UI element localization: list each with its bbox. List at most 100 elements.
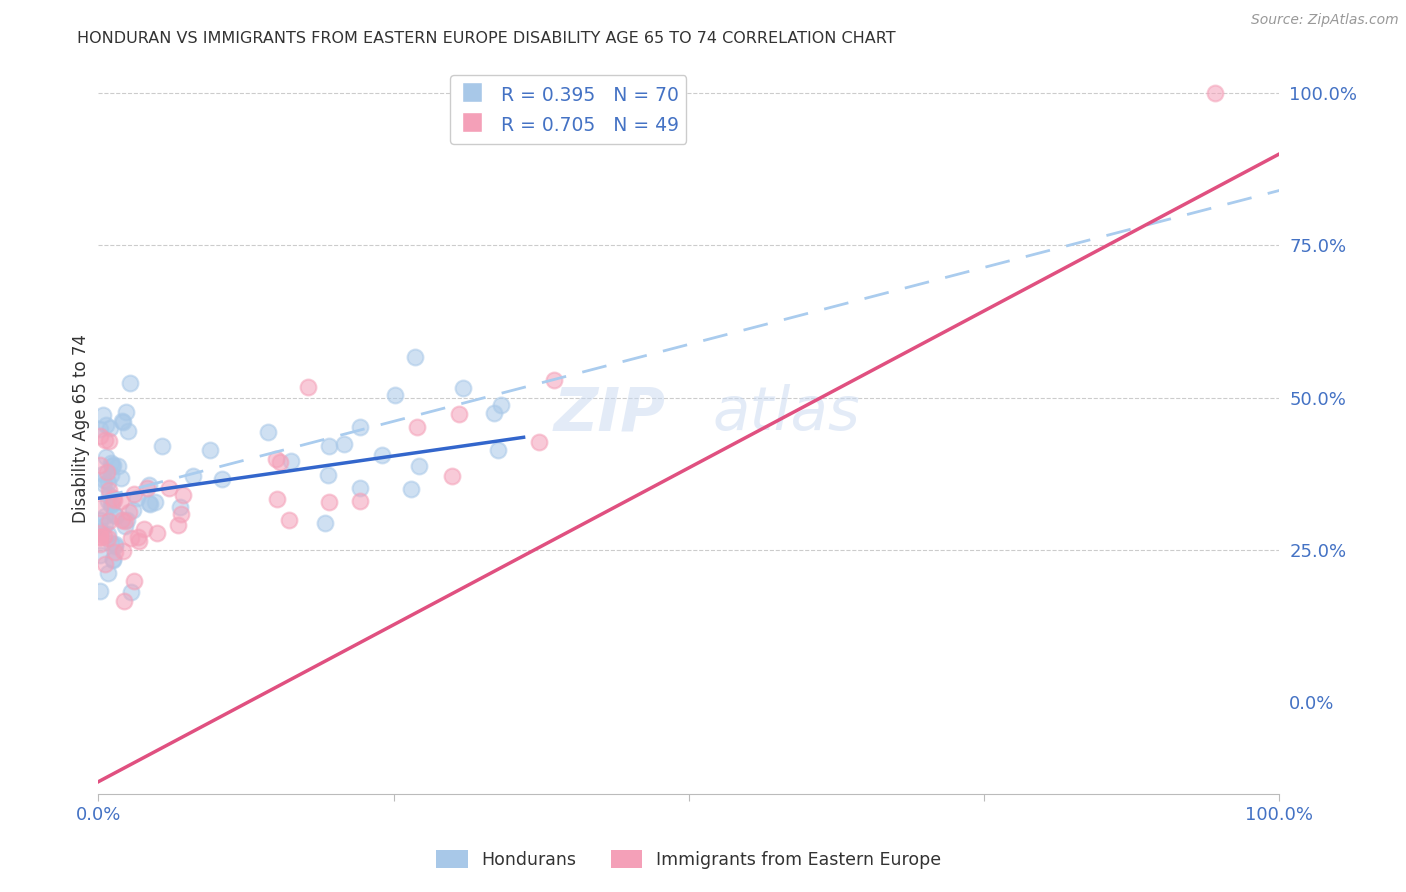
- Point: [122, 574, 145, 588]
- Point: [114, 519, 136, 533]
- Point: [97, 494, 120, 508]
- Point: [122, 487, 145, 501]
- Point: [138, 497, 160, 511]
- Point: [97, 483, 120, 498]
- Point: [120, 531, 142, 545]
- Point: [115, 513, 138, 527]
- Point: [111, 415, 134, 429]
- Point: [94, 557, 117, 571]
- Point: [110, 494, 132, 508]
- Point: [183, 468, 205, 483]
- Point: [527, 435, 550, 450]
- Point: [138, 478, 160, 492]
- Text: HONDURAN VS IMMIGRANTS FROM EASTERN EUROPE DISABILITY AGE 65 TO 74 CORRELATION C: HONDURAN VS IMMIGRANTS FROM EASTERN EURO…: [77, 31, 896, 46]
- Point: [266, 491, 288, 506]
- Point: [111, 544, 134, 558]
- Point: [128, 533, 150, 548]
- Point: [91, 408, 114, 422]
- Point: [89, 500, 111, 515]
- Point: [89, 422, 111, 436]
- Point: [543, 373, 565, 387]
- Point: [371, 448, 394, 462]
- Point: [89, 458, 111, 472]
- Point: [101, 552, 124, 566]
- Point: [269, 455, 291, 469]
- Point: [349, 481, 371, 495]
- Point: [97, 475, 120, 489]
- Point: [89, 584, 111, 599]
- Point: [349, 494, 371, 508]
- Point: [110, 471, 132, 485]
- Point: [114, 404, 136, 418]
- Point: [104, 539, 127, 553]
- Point: [90, 524, 112, 539]
- Point: [405, 419, 427, 434]
- Point: [349, 419, 371, 434]
- Point: [111, 414, 134, 428]
- Point: [118, 376, 141, 390]
- Point: [96, 531, 118, 545]
- Point: [257, 425, 280, 440]
- Point: [138, 496, 160, 510]
- Point: [105, 509, 128, 524]
- Point: [97, 488, 120, 502]
- Point: [89, 429, 111, 443]
- Point: [143, 494, 166, 508]
- Point: [167, 517, 190, 532]
- Point: [104, 537, 127, 551]
- Point: [89, 548, 111, 562]
- Point: [117, 425, 139, 439]
- Point: [484, 406, 506, 420]
- Point: [100, 456, 122, 470]
- Point: [104, 545, 127, 559]
- Point: [170, 507, 193, 521]
- Point: [404, 350, 426, 364]
- Point: [97, 527, 120, 541]
- Text: atlas: atlas: [713, 384, 860, 443]
- Point: [101, 458, 124, 473]
- Point: [384, 388, 406, 402]
- Point: [94, 417, 117, 432]
- Point: [96, 465, 118, 479]
- Point: [111, 514, 134, 528]
- Point: [211, 472, 233, 486]
- Point: [146, 525, 169, 540]
- Point: [136, 481, 159, 495]
- Point: [97, 514, 120, 528]
- Point: [101, 458, 124, 473]
- Point: [107, 458, 129, 473]
- Point: [89, 530, 111, 544]
- Point: [127, 491, 149, 505]
- Point: [91, 467, 114, 481]
- Point: [89, 537, 111, 551]
- Point: [112, 594, 135, 608]
- Text: Source: ZipAtlas.com: Source: ZipAtlas.com: [1251, 13, 1399, 28]
- Point: [114, 514, 136, 528]
- Point: [489, 398, 512, 412]
- Point: [101, 496, 124, 510]
- Point: [1204, 86, 1226, 100]
- Point: [441, 469, 464, 483]
- Point: [447, 407, 470, 421]
- Point: [97, 566, 120, 580]
- Point: [100, 468, 122, 483]
- Point: [98, 421, 121, 435]
- Point: [408, 458, 430, 473]
- Point: [318, 438, 340, 452]
- Point: [314, 516, 336, 531]
- Point: [280, 454, 302, 468]
- Point: [172, 488, 194, 502]
- Point: [89, 526, 111, 541]
- Point: [266, 452, 288, 467]
- Point: [103, 508, 125, 522]
- Point: [127, 530, 149, 544]
- Point: [118, 505, 141, 519]
- Point: [98, 434, 121, 448]
- Point: [486, 442, 509, 457]
- Point: [332, 436, 354, 450]
- Point: [94, 517, 117, 532]
- Point: [169, 500, 191, 514]
- Text: ZIP: ZIP: [554, 384, 665, 443]
- Point: [89, 530, 111, 544]
- Point: [453, 381, 475, 395]
